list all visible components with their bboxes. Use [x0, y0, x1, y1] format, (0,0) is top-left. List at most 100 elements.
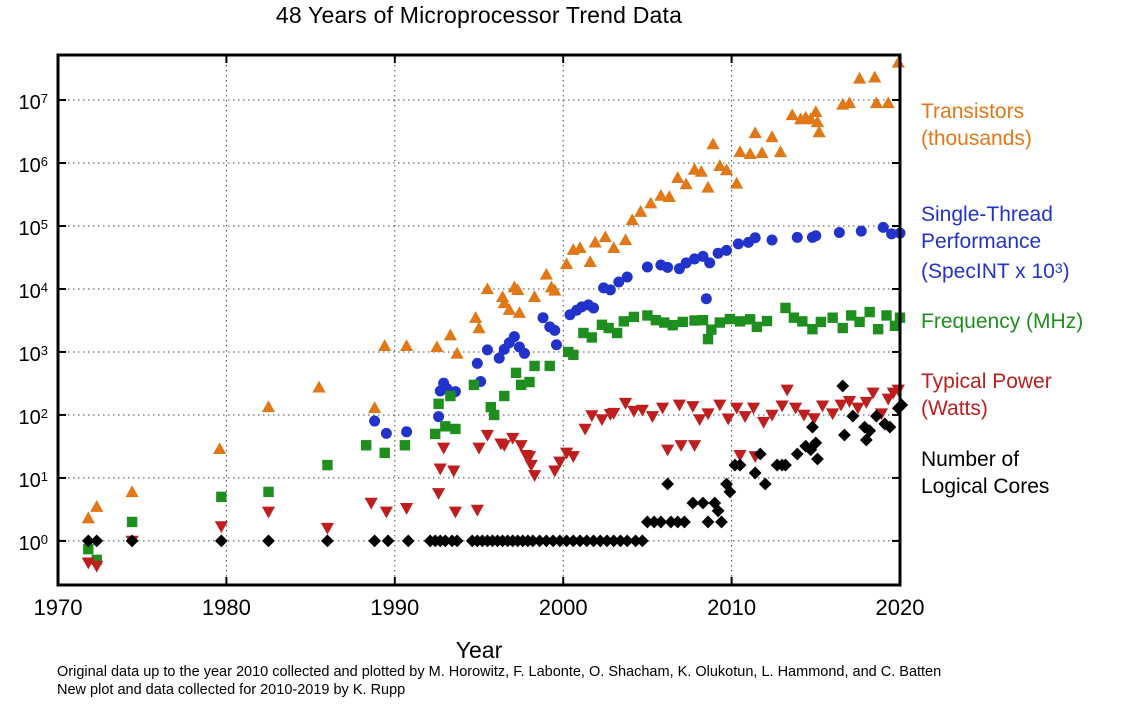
data-point-triangle-down	[721, 413, 735, 426]
data-point-diamond	[846, 409, 860, 423]
data-point-square	[499, 390, 510, 402]
data-point-circle	[518, 347, 530, 359]
plot-border	[56, 53, 902, 587]
data-point-circle	[810, 230, 822, 242]
data-point-triangle-down	[437, 442, 451, 455]
data-point-triangle-down	[797, 409, 811, 422]
data-point-circle	[662, 261, 674, 273]
data-point-square	[83, 543, 94, 555]
data-point-diamond	[696, 496, 710, 510]
data-point-square	[468, 379, 480, 391]
data-point-circle	[549, 324, 561, 336]
data-point-diamond	[733, 458, 747, 472]
data-point-square	[761, 315, 773, 327]
data-point-square	[702, 333, 714, 345]
data-point-triangle-up	[679, 177, 693, 190]
data-point-triangle-down	[826, 408, 840, 421]
data-point-circle	[613, 276, 625, 288]
data-point-triangle-down	[874, 408, 889, 421]
data-point-diamond	[661, 477, 675, 491]
data-point-triangle-up	[548, 283, 562, 296]
data-point-square	[677, 316, 688, 328]
data-point-diamond	[809, 436, 823, 450]
data-point-diamond	[401, 534, 415, 548]
data-point-triangle-down	[730, 402, 744, 415]
data-point-circle	[680, 257, 692, 269]
data-point-triangle-up	[367, 401, 382, 413]
data-point-square	[697, 314, 709, 326]
data-point-triangle-down	[693, 414, 707, 426]
data-point-triangle-up	[512, 306, 527, 318]
data-point-square	[450, 423, 461, 435]
data-point-diamond	[450, 534, 464, 548]
data-point-square	[216, 491, 227, 503]
data-point-diamond	[566, 534, 580, 548]
data-point-triangle-down	[788, 402, 803, 415]
data-point-triangle-down	[448, 506, 463, 519]
data-point-triangle-up	[81, 511, 95, 524]
y-tick-label: 101	[18, 468, 48, 492]
data-point-diamond	[593, 534, 607, 548]
data-point-square	[734, 316, 746, 327]
data-point-square	[578, 327, 589, 339]
data-point-triangle-up	[125, 485, 139, 498]
data-point-triangle-down	[627, 405, 641, 418]
footnote-line-2: New plot and data collected for 2010-201…	[57, 681, 406, 698]
data-point-diamond	[895, 398, 909, 412]
y-tick-label: 102	[18, 405, 48, 429]
data-point-triangle-up	[480, 282, 495, 295]
data-point-triangle-up	[527, 290, 542, 303]
data-point-square	[864, 306, 875, 318]
data-point-triangle-down	[399, 503, 414, 515]
data-point-triangle-up	[842, 96, 857, 109]
data-point-square	[689, 315, 700, 326]
data-point-square	[611, 327, 623, 339]
data-point-circle	[700, 293, 712, 305]
data-point-diamond	[838, 428, 851, 442]
data-point-triangle-down	[364, 497, 378, 510]
data-point-circle	[766, 234, 778, 246]
data-point-circle	[508, 331, 520, 343]
data-point-triangle-down	[815, 400, 830, 413]
data-point-triangle-up	[755, 146, 769, 159]
data-point-square	[510, 367, 522, 379]
data-point-diamond	[748, 466, 762, 480]
data-point-triangle-down	[635, 404, 649, 417]
data-point-triangle-down	[559, 447, 574, 460]
data-point-diamond	[614, 534, 627, 548]
data-point-square	[659, 317, 670, 328]
data-point-diamond	[539, 534, 553, 548]
data-point-triangle-down	[738, 411, 752, 423]
data-point-triangle-down	[842, 396, 857, 408]
data-point-diamond	[560, 534, 573, 548]
data-point-circle	[641, 261, 653, 273]
data-point-square	[845, 310, 857, 321]
data-point-triangle-down	[881, 393, 895, 406]
data-point-square	[788, 312, 800, 323]
data-point-square	[586, 332, 598, 343]
data-point-triangle-down	[756, 416, 771, 429]
data-point-triangle-down	[807, 413, 821, 426]
footnote-line-1: Original data up to the year 2010 collec…	[57, 664, 942, 680]
x-tick-label: 2020	[875, 595, 925, 620]
data-point-triangle-up	[634, 205, 648, 217]
data-point-circle	[401, 426, 413, 438]
data-point-triangle-down	[480, 429, 495, 442]
plot-area	[56, 53, 909, 587]
data-point-circle	[493, 352, 505, 364]
data-point-triangle-up	[469, 311, 483, 323]
data-point-square	[837, 322, 848, 334]
data-point-square	[524, 376, 535, 388]
data-point-diamond	[753, 447, 767, 461]
data-point-triangle-down	[524, 459, 538, 472]
data-point-circle	[588, 302, 600, 314]
data-point-square	[628, 311, 640, 323]
data-point-square	[91, 554, 102, 566]
data-point-triangle-up	[495, 290, 510, 303]
data-point-triangle-up	[869, 96, 884, 109]
data-point-triangle-up	[559, 257, 574, 270]
data-point-diamond	[711, 504, 725, 518]
chart-title: 48 Years of Microprocessor Trend Data	[275, 2, 683, 28]
data-point-triangle-up	[430, 340, 444, 353]
data-point-square	[797, 316, 808, 327]
